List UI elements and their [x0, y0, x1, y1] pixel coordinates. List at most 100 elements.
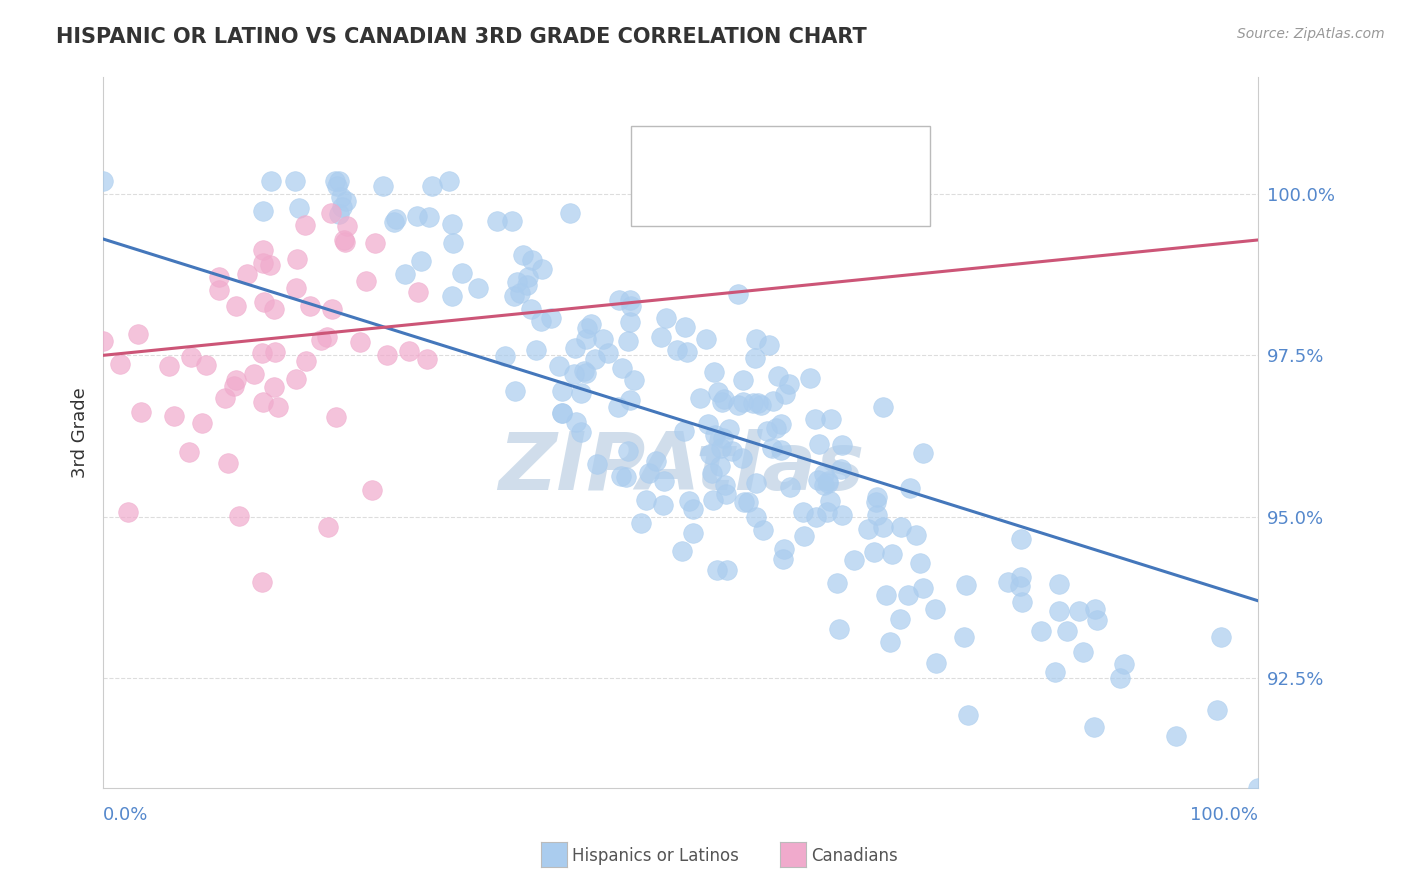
Point	[804, 411, 827, 425]
Point	[502, 288, 524, 302]
Point	[516, 278, 538, 293]
Point	[328, 174, 350, 188]
Point	[1085, 613, 1108, 627]
Point	[807, 473, 830, 487]
Point	[1114, 657, 1136, 671]
Point	[592, 332, 614, 346]
Point	[373, 179, 395, 194]
Point	[865, 495, 887, 509]
Point	[619, 315, 641, 329]
Point	[749, 398, 772, 412]
Point	[831, 438, 853, 452]
Point	[560, 206, 582, 220]
Point	[235, 267, 257, 281]
Point	[702, 492, 724, 507]
Point	[294, 218, 316, 232]
Point	[997, 574, 1019, 589]
Point	[673, 319, 696, 334]
Point	[333, 235, 356, 250]
Point	[638, 467, 661, 481]
Text: N =: N =	[844, 185, 890, 203]
Point	[773, 542, 796, 557]
Point	[336, 219, 359, 233]
Point	[890, 520, 912, 534]
Point	[1209, 630, 1232, 644]
Point	[250, 575, 273, 590]
Point	[494, 349, 516, 363]
Point	[1083, 720, 1105, 734]
Point	[619, 392, 641, 407]
Point	[737, 494, 759, 508]
Point	[706, 563, 728, 577]
Point	[1084, 602, 1107, 616]
Point	[630, 516, 652, 530]
Point	[208, 270, 231, 285]
Point	[955, 577, 977, 591]
Point	[1205, 702, 1227, 716]
Point	[294, 354, 316, 368]
Point	[163, 409, 186, 423]
Point	[856, 522, 879, 536]
Point	[540, 310, 562, 325]
Point	[731, 450, 754, 465]
Point	[778, 377, 800, 392]
Point	[283, 174, 305, 188]
Point	[117, 504, 139, 518]
Point	[744, 475, 766, 490]
Text: ZIPAtlas: ZIPAtlas	[498, 429, 863, 508]
Point	[609, 293, 631, 308]
Point	[700, 467, 723, 481]
Point	[177, 445, 200, 459]
Point	[467, 281, 489, 295]
Point	[758, 338, 780, 352]
Point	[825, 576, 848, 591]
Point	[299, 299, 322, 313]
Point	[911, 446, 934, 460]
Point	[707, 384, 730, 399]
Point	[569, 385, 592, 400]
Point	[260, 174, 283, 188]
Point	[817, 475, 839, 489]
Point	[733, 373, 755, 387]
Point	[820, 493, 842, 508]
Point	[361, 483, 384, 497]
Point	[634, 493, 657, 508]
Point	[912, 581, 935, 595]
Point	[225, 299, 247, 313]
Point	[792, 506, 814, 520]
Point	[831, 508, 853, 522]
Point	[394, 267, 416, 281]
Point	[252, 395, 274, 409]
Point	[607, 400, 630, 414]
Point	[208, 283, 231, 297]
Point	[263, 380, 285, 394]
Point	[699, 447, 721, 461]
Point	[808, 437, 831, 451]
Point	[509, 286, 531, 301]
Point	[333, 233, 356, 247]
Point	[872, 520, 894, 534]
Point	[952, 630, 974, 644]
Point	[747, 395, 769, 409]
Point	[773, 387, 796, 401]
Point	[889, 612, 911, 626]
Point	[817, 476, 839, 491]
Point	[129, 404, 152, 418]
Point	[644, 454, 666, 468]
Point	[263, 301, 285, 316]
Point	[793, 529, 815, 543]
Point	[623, 373, 645, 387]
Point	[364, 236, 387, 251]
Point	[742, 396, 765, 410]
Point	[284, 281, 307, 295]
Point	[744, 351, 766, 365]
Point	[377, 348, 399, 362]
Point	[727, 398, 749, 412]
Point	[727, 286, 749, 301]
Point	[547, 359, 569, 373]
Text: 201: 201	[884, 143, 924, 161]
Point	[325, 409, 347, 424]
Point	[866, 508, 889, 523]
Point	[765, 420, 787, 434]
Point	[406, 285, 429, 299]
